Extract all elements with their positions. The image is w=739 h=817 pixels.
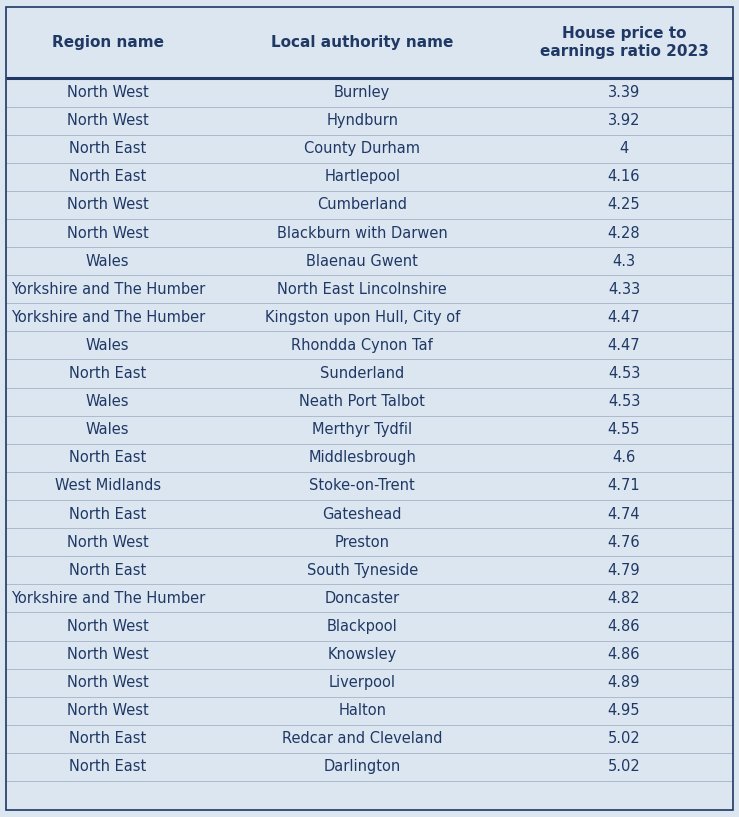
Text: Liverpool: Liverpool [329, 675, 395, 690]
Text: 4.53: 4.53 [607, 394, 640, 409]
Text: Blackpool: Blackpool [327, 619, 398, 634]
Text: North East: North East [69, 563, 146, 578]
Text: Redcar and Cleveland: Redcar and Cleveland [282, 731, 443, 747]
Text: 4.47: 4.47 [607, 310, 640, 325]
Text: 4.47: 4.47 [607, 338, 640, 353]
Text: 4.76: 4.76 [607, 534, 640, 550]
Text: North East: North East [69, 169, 146, 185]
Text: North West: North West [67, 675, 149, 690]
Text: Wales: Wales [86, 422, 129, 437]
Text: North East: North East [69, 760, 146, 775]
Text: North East: North East [69, 507, 146, 521]
Text: 4.86: 4.86 [607, 647, 640, 662]
Text: Darlington: Darlington [324, 760, 401, 775]
Text: 4.6: 4.6 [613, 450, 636, 466]
Text: Merthyr Tydfil: Merthyr Tydfil [312, 422, 412, 437]
Text: Yorkshire and The Humber: Yorkshire and The Humber [10, 310, 205, 325]
Text: North West: North West [67, 198, 149, 212]
Text: 4: 4 [619, 141, 629, 156]
Text: Stoke-on-Trent: Stoke-on-Trent [310, 479, 415, 493]
Text: 4.28: 4.28 [607, 225, 640, 240]
Text: 4.71: 4.71 [607, 479, 640, 493]
Text: North West: North West [67, 85, 149, 100]
Text: Wales: Wales [86, 394, 129, 409]
Text: 4.33: 4.33 [608, 282, 640, 297]
Text: 4.16: 4.16 [607, 169, 640, 185]
Text: South Tyneside: South Tyneside [307, 563, 418, 578]
Text: Yorkshire and The Humber: Yorkshire and The Humber [10, 282, 205, 297]
Text: North West: North West [67, 225, 149, 240]
Text: North East: North East [69, 366, 146, 381]
Text: North East Lincolnshire: North East Lincolnshire [277, 282, 447, 297]
Text: 4.89: 4.89 [607, 675, 640, 690]
Text: House price to
earnings ratio 2023: House price to earnings ratio 2023 [539, 25, 709, 60]
Text: North East: North East [69, 141, 146, 156]
Text: Wales: Wales [86, 338, 129, 353]
Text: North West: North West [67, 113, 149, 128]
Text: 4.74: 4.74 [607, 507, 640, 521]
Text: Kingston upon Hull, City of: Kingston upon Hull, City of [265, 310, 460, 325]
Text: Region name: Region name [52, 35, 164, 50]
Text: Cumberland: Cumberland [317, 198, 407, 212]
Text: North West: North West [67, 619, 149, 634]
Text: 4.53: 4.53 [607, 366, 640, 381]
Text: 3.92: 3.92 [607, 113, 640, 128]
Text: Wales: Wales [86, 253, 129, 269]
Text: Yorkshire and The Humber: Yorkshire and The Humber [10, 591, 205, 606]
Text: Blackburn with Darwen: Blackburn with Darwen [277, 225, 448, 240]
Text: 4.86: 4.86 [607, 619, 640, 634]
Text: North West: North West [67, 534, 149, 550]
Text: North West: North West [67, 703, 149, 718]
Text: Middlesbrough: Middlesbrough [308, 450, 416, 466]
Text: Doncaster: Doncaster [324, 591, 400, 606]
Text: Burnley: Burnley [334, 85, 390, 100]
Text: 4.55: 4.55 [607, 422, 640, 437]
Text: Blaenau Gwent: Blaenau Gwent [306, 253, 418, 269]
Text: Hartlepool: Hartlepool [324, 169, 401, 185]
Text: 5.02: 5.02 [607, 731, 641, 747]
Text: County Durham: County Durham [304, 141, 420, 156]
Text: North West: North West [67, 647, 149, 662]
Text: Sunderland: Sunderland [320, 366, 404, 381]
Text: North East: North East [69, 450, 146, 466]
Text: 4.82: 4.82 [607, 591, 640, 606]
Text: Local authority name: Local authority name [271, 35, 454, 50]
Text: Neath Port Talbot: Neath Port Talbot [299, 394, 425, 409]
Text: 5.02: 5.02 [607, 760, 641, 775]
Text: Hyndburn: Hyndburn [326, 113, 398, 128]
Text: Rhondda Cynon Taf: Rhondda Cynon Taf [291, 338, 433, 353]
Text: Knowsley: Knowsley [327, 647, 397, 662]
Text: 4.25: 4.25 [607, 198, 640, 212]
Text: 4.3: 4.3 [613, 253, 636, 269]
Text: Preston: Preston [335, 534, 389, 550]
Text: West Midlands: West Midlands [55, 479, 161, 493]
Text: Gateshead: Gateshead [322, 507, 402, 521]
Text: North East: North East [69, 731, 146, 747]
Text: 4.95: 4.95 [607, 703, 640, 718]
Text: 3.39: 3.39 [608, 85, 640, 100]
Text: 4.79: 4.79 [607, 563, 640, 578]
Text: Halton: Halton [338, 703, 386, 718]
